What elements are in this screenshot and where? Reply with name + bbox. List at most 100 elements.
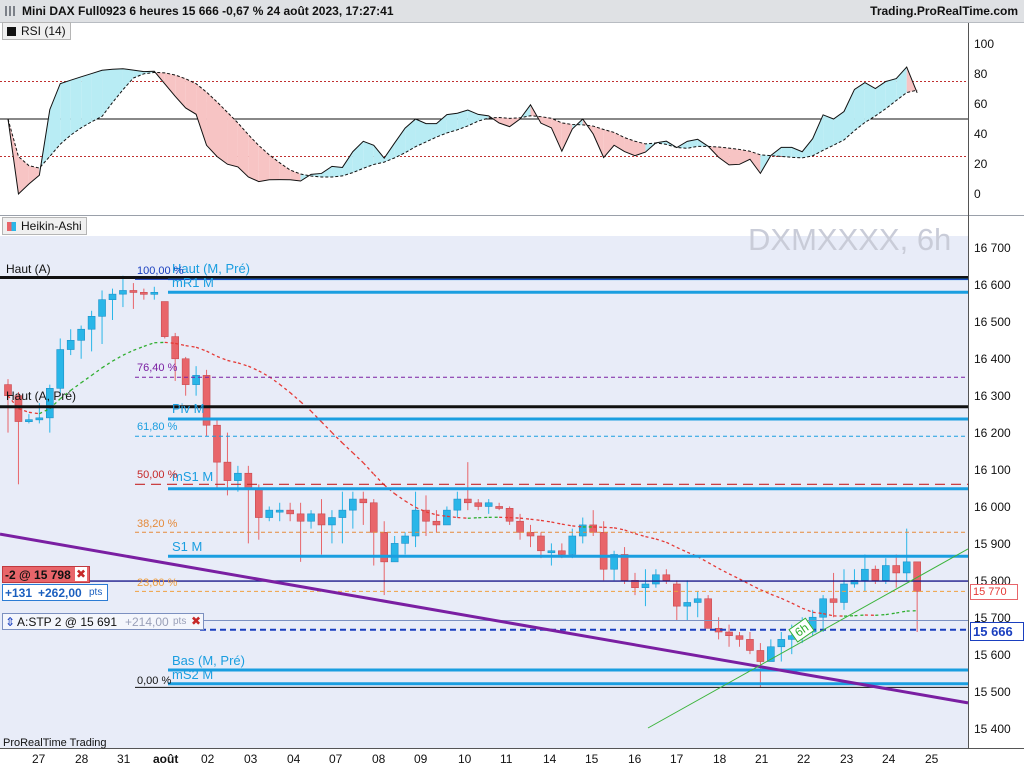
pnl-unit: pts	[89, 587, 103, 598]
moving-average-segment	[143, 342, 155, 347]
candle-body	[892, 565, 901, 574]
stop-order-widget[interactable]: ⇕ A:STP 2 @ 15 691 +214,00 pts ✖	[2, 613, 204, 630]
candle-body	[599, 532, 608, 570]
moving-average-segment	[760, 589, 772, 595]
price-axis-label: 16 100	[974, 463, 1011, 477]
rsi-fill	[739, 149, 750, 165]
candle-body	[693, 598, 702, 603]
moving-average-segment	[373, 473, 385, 486]
pnl-value: +262,00	[38, 586, 82, 600]
price-axis-label: 15 400	[974, 722, 1011, 736]
candle-body	[275, 509, 284, 513]
price-panel-label[interactable]: Heikin-Ashi	[2, 217, 87, 235]
candle-body	[192, 375, 200, 385]
candle-body	[746, 639, 754, 651]
level-label-bas-m-pre: Bas (M, Pré)	[172, 653, 245, 668]
watermark: DXMXXXX, 6h	[748, 222, 952, 257]
candle-body	[160, 301, 169, 337]
position-qty-price: -2 @ 15 798	[5, 568, 71, 582]
cancel-stop-icon[interactable]: ✖	[190, 614, 201, 628]
stop-drag-icon[interactable]: ⇕	[5, 615, 16, 629]
candle-body	[119, 290, 127, 295]
candle-body	[202, 375, 211, 426]
rsi-fill	[781, 147, 792, 158]
candle-body	[45, 388, 54, 419]
moving-average-segment	[185, 344, 197, 348]
rsi-fill	[164, 72, 176, 97]
candle-body	[234, 472, 242, 481]
fib-label: 61,80 %	[137, 421, 178, 433]
moving-average-segment	[279, 383, 291, 394]
candle-body	[620, 554, 629, 581]
title-bar[interactable]: Mini DAX Full0923 6 heures 15 666 -0,67 …	[0, 0, 1024, 23]
date-label: 25	[925, 752, 939, 766]
rsi-fill	[687, 139, 698, 149]
moving-average-segment	[237, 362, 249, 367]
candle-body	[558, 550, 566, 555]
close-position-icon[interactable]: ✖	[74, 567, 87, 581]
date-label: 15	[585, 752, 599, 766]
price-axis-label: 16 400	[974, 352, 1011, 366]
candle-body	[108, 293, 117, 300]
candle-body	[129, 290, 138, 293]
rsi-fill	[561, 122, 573, 152]
rsi-fill	[133, 70, 144, 79]
moving-average-segment	[91, 367, 103, 376]
moving-average-segment	[457, 516, 468, 519]
moving-average-segment	[634, 533, 646, 538]
moving-average-segment	[875, 613, 886, 616]
rsi-panel-label[interactable]: RSI (14)	[2, 22, 71, 40]
moving-average-segment	[101, 360, 113, 369]
moving-average-segment	[80, 374, 92, 384]
candle-body	[244, 472, 253, 489]
level-label-ms1-m: mS1 M	[172, 469, 214, 484]
moving-average-segment	[28, 411, 40, 415]
date-label: 22	[797, 752, 811, 766]
level-label-piv-m: Piv M	[172, 401, 205, 416]
rsi-fill	[28, 165, 40, 184]
moving-average-segment	[112, 354, 124, 362]
candle-body	[390, 543, 399, 563]
rsi-line	[7, 66, 918, 196]
moving-average-segment	[896, 610, 907, 614]
moving-average-segment	[248, 365, 260, 372]
date-label: 31	[117, 752, 131, 766]
moving-average-segment	[206, 350, 218, 357]
moving-average-segment	[613, 527, 625, 531]
candle-body	[610, 554, 618, 570]
rsi-fill	[331, 166, 343, 177]
moving-average-segment	[164, 341, 176, 344]
rsi-fill	[217, 101, 228, 165]
moving-average-segment	[331, 432, 343, 444]
moving-average-segment	[59, 389, 72, 400]
grip-icon[interactable]	[5, 6, 16, 16]
fib-label: 50,00 %	[137, 469, 178, 481]
candle-body	[359, 498, 368, 504]
candle-body	[516, 520, 524, 533]
rsi-fill	[823, 114, 834, 151]
candle-body	[25, 419, 33, 422]
candle-body	[296, 513, 305, 522]
rsi-fill	[18, 156, 29, 194]
candle-body	[140, 292, 148, 295]
moving-average-segment	[749, 583, 761, 591]
position-widget[interactable]: -2 @ 15 798 ✖	[2, 566, 90, 583]
candle-body	[652, 574, 660, 585]
heikin-ashi-color-icon	[7, 222, 16, 231]
candle-body	[495, 506, 503, 509]
rsi-fill	[102, 69, 113, 117]
level-label-s1-m: S1 M	[172, 539, 203, 554]
candle-body	[56, 349, 65, 389]
date-label: 14	[543, 752, 557, 766]
uptrend-line	[647, 548, 969, 729]
candle-body	[380, 532, 389, 563]
date-label: 21	[755, 752, 769, 766]
moving-average-segment	[436, 514, 447, 517]
moving-average-segment	[467, 517, 479, 519]
window-title: Mini DAX Full0923 6 heures 15 666 -0,67 …	[22, 4, 394, 18]
candle-body	[307, 513, 315, 522]
rsi-fill	[457, 110, 468, 130]
date-label: 28	[75, 752, 89, 766]
candle-body	[35, 417, 44, 421]
